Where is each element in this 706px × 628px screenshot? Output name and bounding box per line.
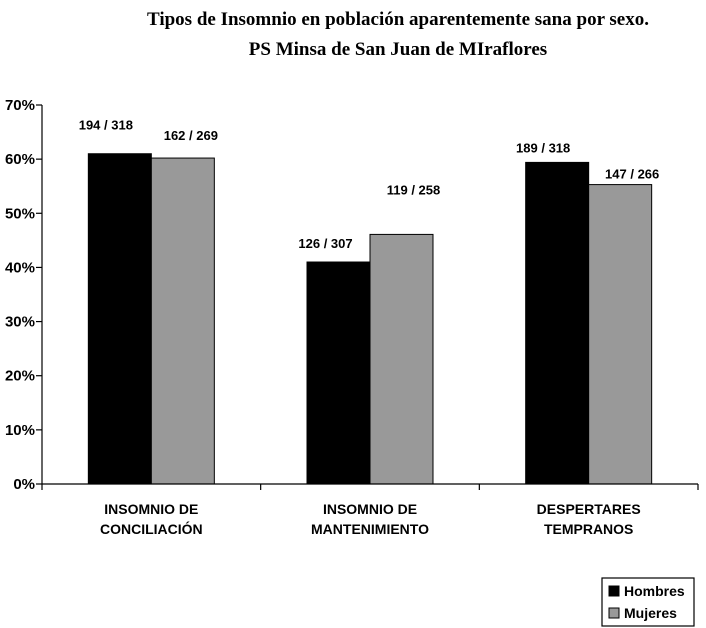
y-tick-label: 60% (5, 151, 35, 168)
bar-mujeres (150, 157, 215, 485)
legend-label: Hombres (624, 583, 685, 599)
bars (87, 153, 653, 485)
chart-subtitle: PS Minsa de San Juan de MIraflores (249, 39, 547, 60)
y-tick-label: 40% (5, 259, 35, 276)
legend-label: Mujeres (624, 605, 677, 621)
data-label: 162 / 269 (164, 128, 218, 143)
y-tick-label: 0% (13, 476, 35, 493)
y-tick-label: 20% (5, 368, 35, 385)
chart-title: Tipos de Insomnio en población aparentem… (147, 9, 649, 30)
data-label: 126 / 307 (298, 236, 352, 251)
bar-mujeres (369, 233, 434, 485)
y-tick-label: 10% (5, 422, 35, 439)
data-label: 119 / 258 (387, 182, 441, 197)
bar-mujeres (588, 184, 653, 485)
data-labels: 194 / 318 162 / 269 126 / 307 119 / 258 189 … (79, 118, 660, 251)
legend-swatch (608, 585, 620, 597)
legend: Hombres Mujeres (601, 577, 695, 627)
bar-hombres (306, 261, 371, 485)
legend-swatch (608, 607, 620, 619)
bar-hombres (525, 161, 590, 485)
bar-hombres (87, 153, 152, 485)
y-tick-label: 50% (5, 205, 35, 222)
data-label: 189 / 318 (516, 140, 570, 155)
y-tick-label: 30% (5, 314, 35, 331)
x-category-label: INSOMNIO DE CONCILIACIÓN (100, 501, 203, 537)
y-axis: 0% 10% 20% 30% 40% 50% 60% 70% (5, 97, 43, 493)
x-axis: INSOMNIO DE CONCILIACIÓN INSOMNIO DE MANTEN… (41, 483, 699, 537)
data-label: 147 / 266 (605, 167, 659, 182)
data-label: 194 / 318 (79, 118, 133, 133)
x-category-label: DESPERTARES TEMPRANOS (537, 501, 641, 537)
y-tick-label: 70% (5, 97, 35, 114)
x-category-label: INSOMNIO DE MANTENIMIENTO (311, 501, 429, 537)
